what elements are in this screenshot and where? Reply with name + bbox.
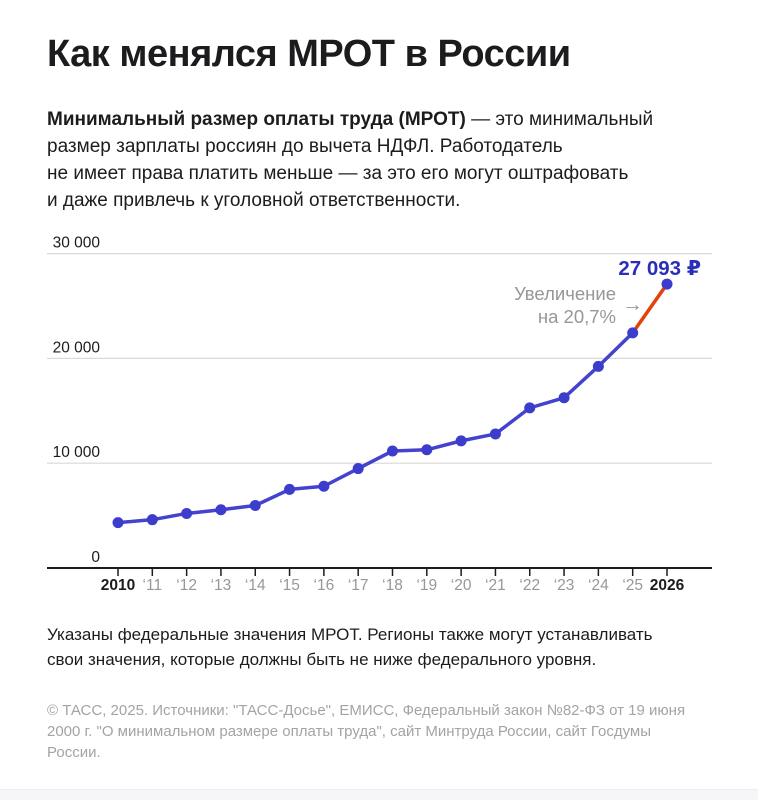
- source-line: © ТАСС, 2025. Источники: "ТАСС-Досье", Е…: [47, 702, 686, 719]
- y-tick-label: 30 000: [53, 235, 101, 252]
- x-tick-label-2023: ‘23: [554, 577, 575, 594]
- intro-bold-term: Минимальный размер оплаты труда (МРОТ): [47, 109, 466, 130]
- x-tick-label-2019: ‘19: [416, 577, 437, 594]
- x-tick-label-2020: ‘20: [451, 577, 472, 594]
- x-tick-label-2013: ‘13: [211, 577, 232, 594]
- x-tick-label-2018: ‘18: [382, 577, 403, 594]
- data-point-2010: [112, 517, 124, 529]
- chart-svg: 0 10 000 20 000 30 000 2010 ‘11 ‘12 ‘13 ‘14 ‘15 ‘1…: [47, 235, 712, 594]
- x-tick-label-2010: 2010: [101, 577, 135, 594]
- footnote-line: Указаны федеральные значения МРОТ. Регио…: [47, 625, 653, 644]
- source-line: России.: [47, 744, 101, 761]
- data-point-2021: [489, 428, 501, 440]
- x-tick-label-2011: ‘11: [143, 577, 163, 594]
- x-tick-label-2024: ‘24: [588, 577, 609, 594]
- source-line: 2000 г. "О минимальном размере оплаты тр…: [47, 723, 652, 740]
- data-point-2012: [181, 507, 193, 519]
- line-series: [116, 331, 635, 525]
- data-point-2015: [284, 483, 296, 495]
- annotation-arrow-icon: →: [622, 293, 643, 316]
- x-tick-label-2017: ‘17: [348, 577, 369, 594]
- page-title: Как менялся МРОТ в России: [47, 33, 571, 75]
- data-point-2022: [524, 402, 536, 414]
- data-point-2026: [661, 278, 673, 290]
- intro-line: Минимальный размер оплаты труда (МРОТ) —…: [47, 109, 654, 130]
- y-tick-label: 0: [91, 549, 100, 566]
- data-point-2013: [215, 504, 227, 516]
- footnote-line: свои значения, которые должны быть не ни…: [47, 650, 597, 669]
- data-point-2017: [352, 463, 364, 475]
- x-tick-label-2025: ‘25: [622, 577, 643, 594]
- footnote: Указаны федеральные значения МРОТ. Регио…: [47, 622, 727, 672]
- data-point-2019: [421, 444, 433, 456]
- annotation-text: на 20,7%: [538, 306, 616, 327]
- x-tick-label-2014: ‘14: [245, 577, 266, 594]
- x-tick-label-2026: 2026: [650, 577, 685, 594]
- data-point-2016: [318, 480, 330, 492]
- data-point-2011: [146, 514, 158, 526]
- highlight-segment: [630, 282, 669, 335]
- x-tick-label-2012: ‘12: [176, 577, 197, 594]
- x-tick-label-2022: ‘22: [519, 577, 540, 594]
- intro-line: не имеет права платить меньше — за это е…: [47, 163, 629, 184]
- annotation-text: Увеличение: [514, 283, 616, 304]
- data-point-2025: [627, 327, 639, 339]
- data-point-2018: [387, 445, 398, 457]
- data-point-2024: [592, 360, 604, 372]
- data-point-2020: [455, 435, 467, 447]
- intro-paragraph: Минимальный размер оплаты труда (МРОТ) —…: [47, 106, 727, 214]
- y-tick-label: 10 000: [53, 444, 101, 461]
- x-tick-label-2021: ‘21: [485, 577, 506, 594]
- source-attribution: © ТАСС, 2025. Источники: "ТАСС-Досье", Е…: [47, 700, 687, 763]
- last-value-label: 27 093 ₽: [618, 257, 701, 280]
- y-tick-label: 20 000: [53, 339, 101, 356]
- data-point-2014: [249, 499, 261, 511]
- intro-line: и даже привлечь к уголовной ответственно…: [47, 190, 461, 211]
- mrot-line-chart: 0 10 000 20 000 30 000 2010 ‘11 ‘12 ‘13 ‘14 ‘15 ‘1…: [0, 230, 758, 600]
- x-tick-label-2016: ‘16: [314, 577, 335, 594]
- bottom-edge-strip: [0, 789, 758, 800]
- x-tick-label-2015: ‘15: [279, 577, 300, 594]
- data-point-2023: [558, 392, 570, 404]
- intro-line: размер зарплаты россиян до вычета НДФЛ. …: [47, 136, 563, 157]
